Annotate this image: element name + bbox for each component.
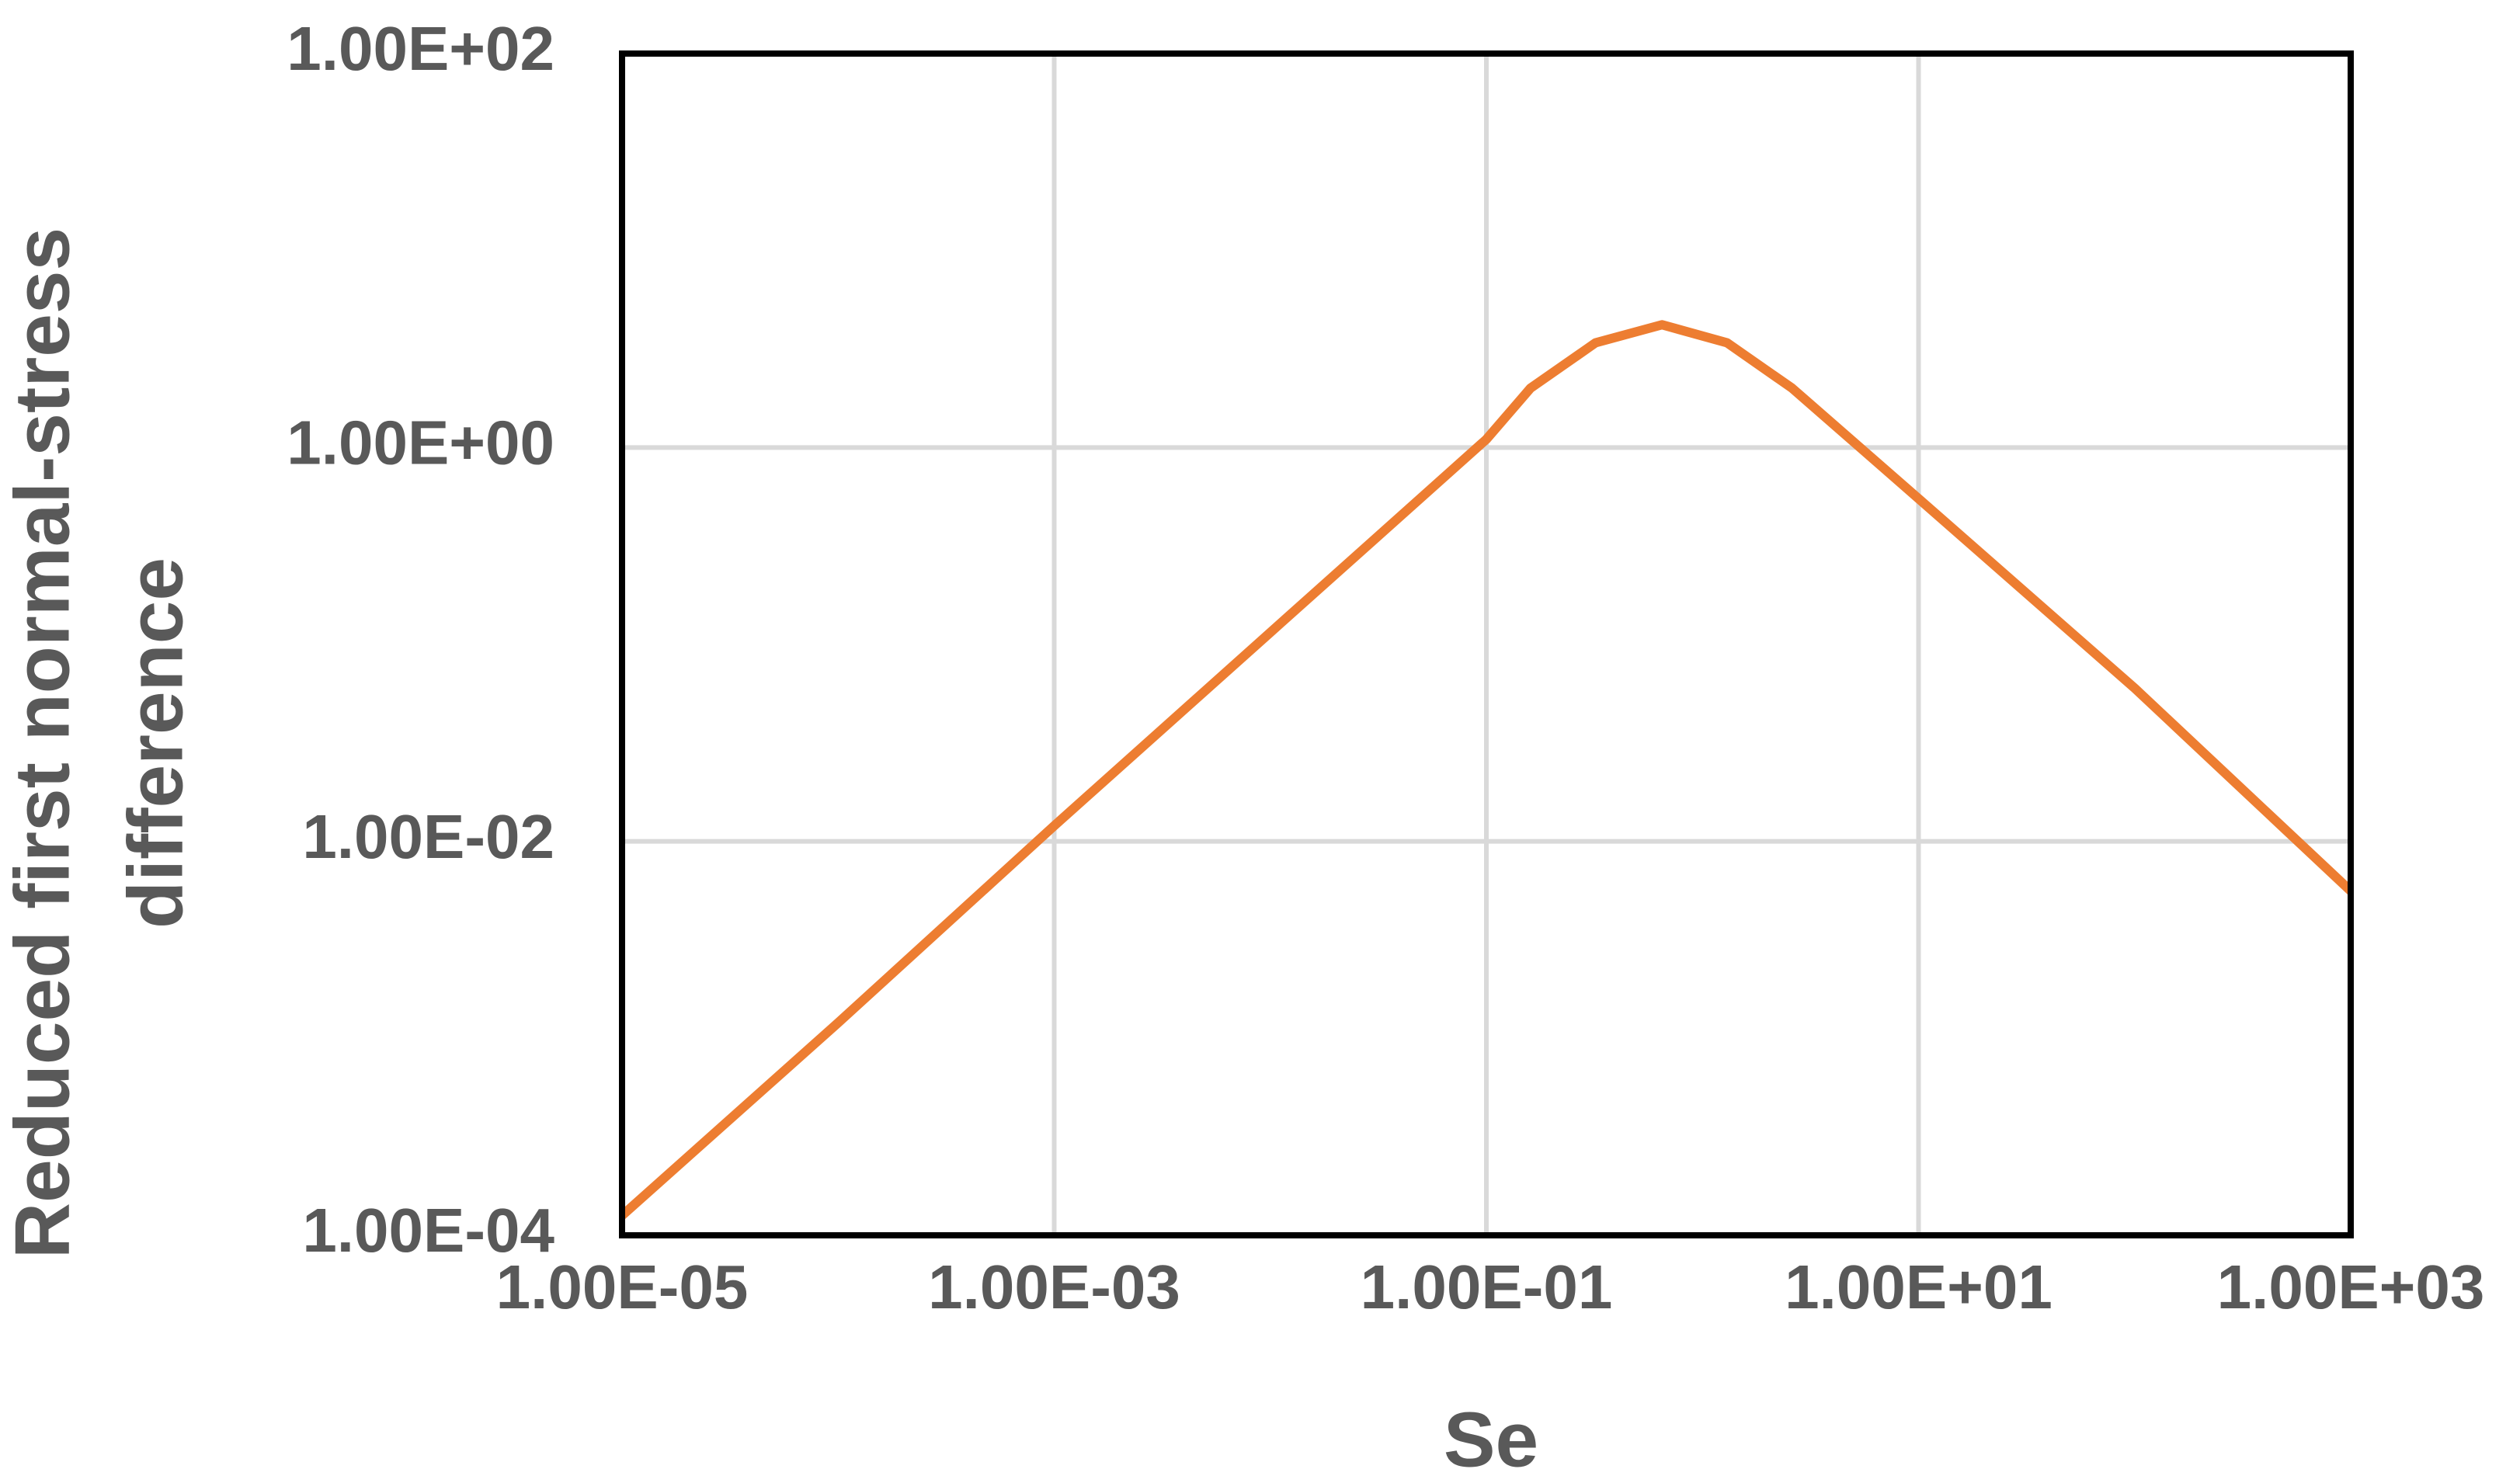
- x-tick-label: 1.00E-03: [928, 1252, 1180, 1322]
- x-tick-label: 1.00E+01: [1785, 1252, 2052, 1322]
- x-axis-title: Se: [1444, 1396, 1538, 1483]
- x-tick-label: 1.00E-05: [496, 1252, 749, 1322]
- x-tick-label: 1.00E-01: [1361, 1252, 1613, 1322]
- y-tick-label: 1.00E-04: [302, 1196, 554, 1265]
- y-axis-title: difference: [112, 557, 199, 929]
- data-line: [622, 320, 2351, 1220]
- y-tick-label: 1.00E-02: [302, 802, 554, 871]
- y-tick-label: 1.00E+00: [287, 408, 554, 477]
- plot-frame: [619, 50, 2354, 1238]
- x-tick-label: 1.00E+03: [2217, 1252, 2485, 1322]
- y-tick-label: 1.00E+02: [287, 14, 554, 83]
- y-axis-title: Reduced first normal-stress: [0, 227, 85, 1259]
